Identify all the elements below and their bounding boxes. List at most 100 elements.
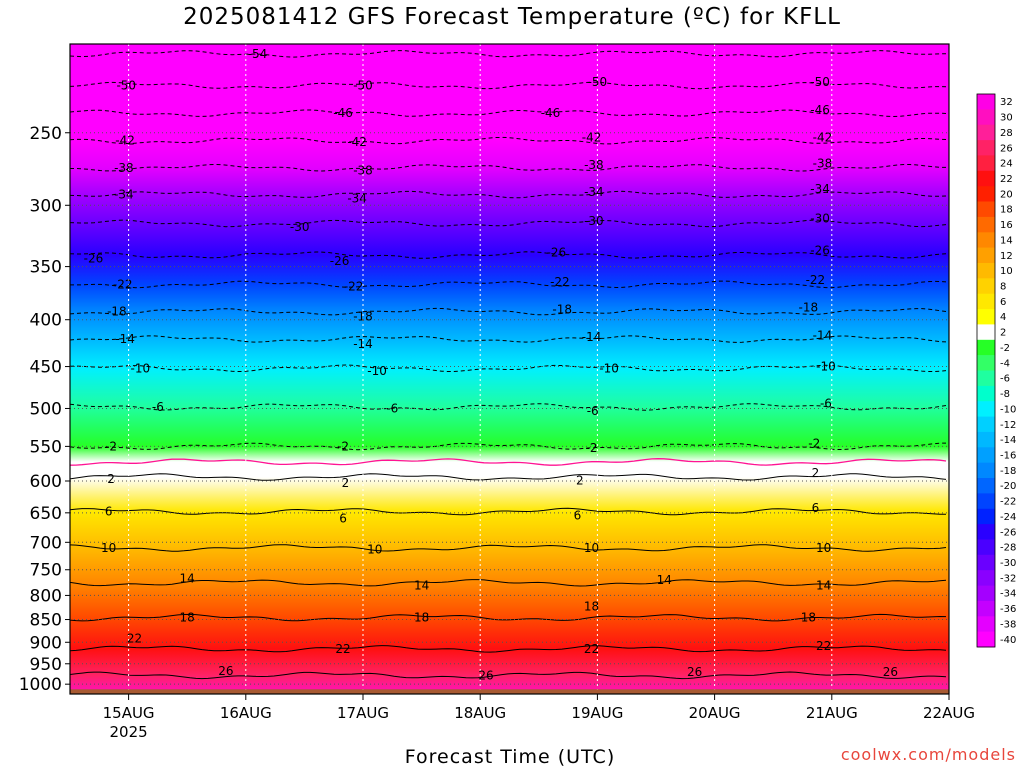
isotherm-2 — [70, 473, 947, 481]
x-tick-label: 21AUG — [806, 704, 858, 722]
colorbar-swatch — [977, 600, 995, 617]
isotherm-label: 6 — [339, 511, 347, 525]
colorbar-label: -40 — [1000, 635, 1016, 646]
isotherm-label: -34 — [347, 192, 367, 206]
colorbar-label: 24 — [1000, 159, 1013, 170]
colorbar-swatch — [977, 339, 995, 356]
isotherm-10 — [70, 544, 947, 552]
x-tick-label: 22AUG — [923, 704, 975, 722]
isotherm-label: -34 — [114, 188, 134, 202]
colorbar-swatch — [977, 324, 995, 341]
isotherm-labels: -54-50 -50 -50 -50-46 -46 -46-42 -42 -42 -42-38-… — [84, 47, 898, 683]
colorbar-label: 22 — [1000, 174, 1013, 185]
isotherm-label: -18 — [552, 303, 572, 317]
colorbar-swatch — [977, 508, 995, 525]
y-tick-label: 700 — [30, 533, 62, 553]
isotherm-label: -18 — [107, 305, 127, 319]
colorbar-swatch — [977, 201, 995, 218]
temperature-field — [70, 44, 949, 694]
colorbar-label: -4 — [1000, 358, 1010, 369]
colorbar-label: 8 — [1000, 282, 1006, 293]
colorbar-label: -26 — [1000, 527, 1016, 538]
colorbar-label: -30 — [1000, 558, 1016, 569]
isotherm-label: 14 — [657, 573, 672, 587]
colorbar-label: -12 — [1000, 420, 1016, 431]
colorbar-label: -6 — [1000, 374, 1010, 385]
isotherm-label: 10 — [101, 541, 116, 555]
isotherm-label: -46 — [333, 106, 353, 120]
isotherm-label: -6 — [386, 401, 398, 415]
y-tick-label: 500 — [30, 399, 62, 419]
isotherm-label: 2 — [107, 472, 115, 486]
colorbar-label: 4 — [1000, 312, 1006, 323]
colorbar-swatch — [977, 524, 995, 540]
colorbar-label: -8 — [1000, 389, 1010, 400]
x-tick-label: 16AUG — [220, 704, 272, 722]
isotherm-label: -34 — [810, 182, 830, 196]
colorbar-label: 32 — [1000, 97, 1013, 108]
colorbar-frame — [976, 93, 996, 648]
colorbar-swatch — [977, 355, 995, 371]
isotherm-label: -46 — [541, 106, 561, 120]
colorbar-label: -22 — [1000, 497, 1016, 508]
grid-lines — [70, 44, 949, 694]
colorbar-label: -38 — [1000, 620, 1016, 631]
isotherm-label: -14 — [353, 337, 373, 351]
y-tick-label: 600 — [30, 472, 62, 492]
colorbar-swatch — [977, 94, 995, 110]
colorbar-label: 30 — [1000, 113, 1013, 124]
colorbar-swatch — [977, 539, 995, 556]
isotherm-label: -26 — [330, 254, 350, 268]
isotherm-label: 2 — [812, 466, 820, 480]
colorbar-swatch — [977, 554, 995, 571]
colorbar-swatch — [977, 616, 995, 633]
isotherm-label: -6 — [820, 397, 832, 411]
colorbar-label: 16 — [1000, 220, 1013, 231]
isotherm-label: -14 — [115, 332, 135, 346]
isotherm-label: -42 — [813, 131, 833, 145]
isotherm-label: 26 — [218, 664, 233, 678]
y-tick-label: 900 — [30, 633, 62, 653]
colorbar-label: 6 — [1000, 297, 1006, 308]
y-tick-label: 800 — [30, 586, 62, 606]
isotherm-label: -26 — [547, 246, 567, 260]
y-tick-label: 300 — [30, 196, 62, 216]
isotherm-18 — [70, 613, 947, 622]
colorbar-swatch — [977, 278, 995, 295]
x-tick-sublabel: 2025 — [110, 723, 148, 741]
isotherm-label: -2 — [586, 441, 598, 455]
colorbar-label: 14 — [1000, 235, 1013, 246]
colorbar-label: 12 — [1000, 251, 1013, 262]
isotherm-label: -38 — [114, 161, 134, 175]
isotherm-label: -38 — [584, 158, 604, 172]
colorbar-swatch — [977, 570, 995, 586]
isotherm-label: -18 — [799, 301, 819, 315]
plot-area: -54-50 -50 -50 -50-46 -46 -46-42 -42 -42 -42-38-… — [70, 44, 949, 694]
colorbar-label: 2 — [1000, 328, 1006, 339]
isotherm-label: 6 — [812, 501, 820, 515]
isotherm-label: -34 — [584, 185, 604, 199]
isotherm-label: -10 — [131, 361, 151, 375]
x-tick-label: 20AUG — [689, 704, 741, 722]
isotherm-lines — [70, 50, 947, 680]
isotherm-14 — [70, 579, 947, 587]
colorbar-label: -16 — [1000, 451, 1016, 462]
colorbar-swatch — [977, 431, 995, 448]
colorbar-swatch — [977, 155, 995, 172]
colorbar-swatch — [977, 232, 995, 249]
isotherm-label: -10 — [367, 364, 387, 378]
isotherm-label: 22 — [816, 639, 831, 653]
colorbar-swatch — [977, 478, 995, 494]
colorbar-label: -34 — [1000, 589, 1016, 600]
colorbar-swatch — [977, 263, 995, 279]
isotherm-label: -6 — [587, 404, 599, 418]
colorbar-swatch — [977, 293, 995, 310]
colorbar-swatch — [977, 447, 995, 464]
colorbar-label: -14 — [1000, 435, 1016, 446]
colorbar-label: -20 — [1000, 481, 1016, 492]
isotherm-label: 6 — [105, 505, 113, 519]
colorbar-swatch — [977, 585, 995, 602]
isotherm-26 — [70, 671, 947, 680]
colorbar-swatch — [977, 170, 995, 187]
